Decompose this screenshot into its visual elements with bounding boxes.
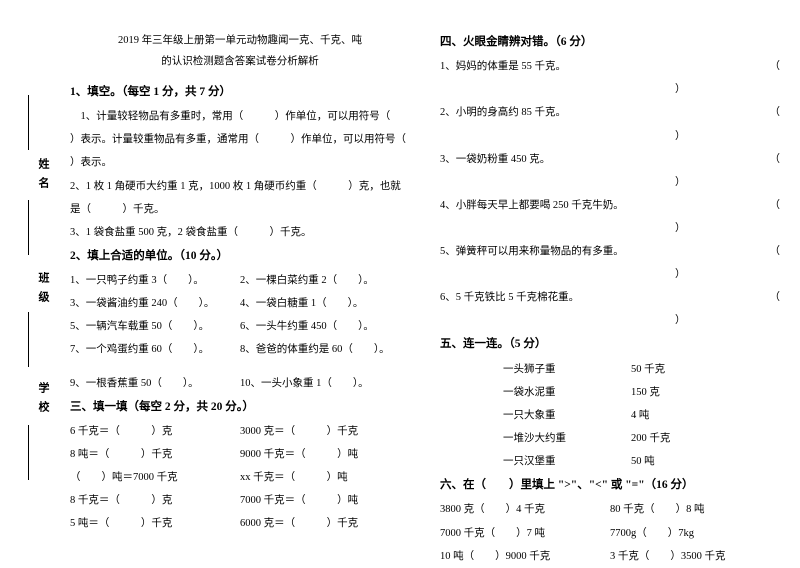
fill-line — [28, 200, 29, 255]
title-line2: 的认识检测题含答案试卷分析解析 — [70, 51, 410, 72]
q-text: 9000 千克＝（ ）吨 — [240, 443, 410, 466]
q-text: 5、一辆汽车载重 50（ ）。 — [70, 315, 240, 338]
paren-close: ） — [440, 171, 780, 194]
match-right: 150 克 — [610, 381, 780, 404]
paren-close: ） — [440, 263, 780, 286]
binding-sidebar: 姓名 班级 学校 — [0, 0, 60, 565]
q-text: 10、一头小象重 1（ ）。 — [240, 372, 410, 395]
paren: （ — [770, 286, 781, 309]
match-left: 一只汉堡重 — [440, 450, 610, 473]
q-text: 5、弹簧秤可以用来称量物品的有多重。 — [440, 240, 624, 263]
q-text: 8 吨＝（ ）千克 — [70, 443, 240, 466]
q-text: 3000 克＝（ ）千克 — [240, 420, 410, 443]
match-right: 50 吨 — [610, 450, 780, 473]
section-1-heading: 1、填空。（每空 1 分，共 7 分） — [70, 80, 410, 105]
q-text: 10 吨（ ）9000 千克 — [440, 545, 610, 568]
paren: （ — [770, 240, 781, 263]
left-column: 2019 年三年级上册第一单元动物趣闻一克、千克、吨 的认识检测题含答案试卷分析… — [70, 30, 410, 545]
q-text: 1、计量较轻物品有多重时，常用（ ）作单位，可以用符号（ — [70, 105, 410, 128]
document-title: 2019 年三年级上册第一单元动物趣闻一克、千克、吨 的认识检测题含答案试卷分析… — [70, 30, 410, 72]
label-school: 学校 — [35, 382, 51, 420]
section-3-heading: 三、填一填（每空 2 分，共 20 分。） — [70, 395, 410, 420]
fill-line — [28, 425, 29, 480]
q-text: ）表示。计量较重物品有多重，通常用（ ）作单位，可以用符号（ — [70, 128, 410, 151]
q-text: 7、一个鸡蛋约重 60（ ）。 — [70, 338, 240, 361]
match-left: 一头狮子重 — [440, 358, 610, 381]
right-column: 四、火眼金睛辨对错。（6 分） 1、妈妈的体重是 55 千克。 （ ） 2、小明的… — [440, 30, 780, 545]
paren: （ — [770, 194, 781, 217]
q-text: 3 千克（ ）3500 千克 — [610, 545, 780, 568]
q-text: 6、一头牛约重 450（ ）。 — [240, 315, 410, 338]
q-text: xx 千克＝（ ）吨 — [240, 466, 410, 489]
q-text: 8 千克＝（ ）克 — [70, 489, 240, 512]
paren-close: ） — [440, 78, 780, 101]
q-text: 6 千克＝（ ）克 — [70, 420, 240, 443]
q-text: 是（ ）千克。 — [70, 198, 410, 221]
paren: （ — [770, 101, 781, 124]
q-text: 80 千克（ ）8 吨 — [610, 498, 780, 521]
q-text: 4、小胖每天早上都要喝 250 千克牛奶。 — [440, 194, 624, 217]
fill-line — [28, 312, 29, 367]
q-text: 5 吨＝（ ）千克 — [70, 512, 240, 535]
section-5-heading: 五、连一连。（5 分） — [440, 332, 780, 357]
paren: （ — [770, 55, 781, 78]
q-text: 7000 千克＝（ ）吨 — [240, 489, 410, 512]
title-line1: 2019 年三年级上册第一单元动物趣闻一克、千克、吨 — [70, 30, 410, 51]
paren-close: ） — [440, 217, 780, 240]
q-text: 6、5 千克铁比 5 千克棉花重。 — [440, 286, 579, 309]
q-text: ）表示。 — [70, 151, 410, 174]
section-2-heading: 2、填上合适的单位。（10 分。） — [70, 244, 410, 269]
q-text: 3、一袋奶粉重 450 克。 — [440, 148, 550, 171]
q-text: 3、一袋酱油约重 240（ ）。 — [70, 292, 240, 315]
match-left: 一只大象重 — [440, 404, 610, 427]
q-text: 1、一只鸭子约重 3（ ）。 — [70, 269, 240, 292]
section-4-heading: 四、火眼金睛辨对错。（6 分） — [440, 30, 780, 55]
q-text: 8、爸爸的体重约是 60（ ）。 — [240, 338, 410, 361]
q-text: 9、一根香蕉重 50（ ）。 — [70, 372, 240, 395]
section-6-heading: 六、在（ ）里填上 ">"、"<" 或 "="（16 分） — [440, 473, 780, 498]
q-text: 2、小明的身高约 85 千克。 — [440, 101, 566, 124]
paren: （ — [770, 148, 781, 171]
q-text: 2、1 枚 1 角硬币大约重 1 克，1000 枚 1 角硬币约重（ ）克，也就 — [70, 175, 410, 198]
label-name: 姓名 — [35, 158, 51, 196]
q-text: （ ）吨＝7000 千克 — [70, 466, 240, 489]
q-text: 1、妈妈的体重是 55 千克。 — [440, 55, 566, 78]
q-text: 7000 千克（ ）7 吨 — [440, 522, 610, 545]
q-text: 6000 克＝（ ）千克 — [240, 512, 410, 535]
match-right: 4 吨 — [610, 404, 780, 427]
q-text: 7700g（ ）7kg — [610, 522, 780, 545]
match-right: 200 千克 — [610, 427, 780, 450]
paren-close: ） — [440, 309, 780, 332]
label-class: 班级 — [35, 272, 51, 310]
match-right: 50 千克 — [610, 358, 780, 381]
q-text: 2、一棵白菜约重 2（ ）。 — [240, 269, 410, 292]
fill-line — [28, 95, 29, 150]
q-text: 3800 克（ ）4 千克 — [440, 498, 610, 521]
q-text: 4、一袋白糖重 1（ ）。 — [240, 292, 410, 315]
q-text: 3、1 袋食盐重 500 克，2 袋食盐重（ ）千克。 — [70, 221, 410, 244]
paren-close: ） — [440, 125, 780, 148]
match-left: 一袋水泥重 — [440, 381, 610, 404]
match-left: 一堆沙大约重 — [440, 427, 610, 450]
